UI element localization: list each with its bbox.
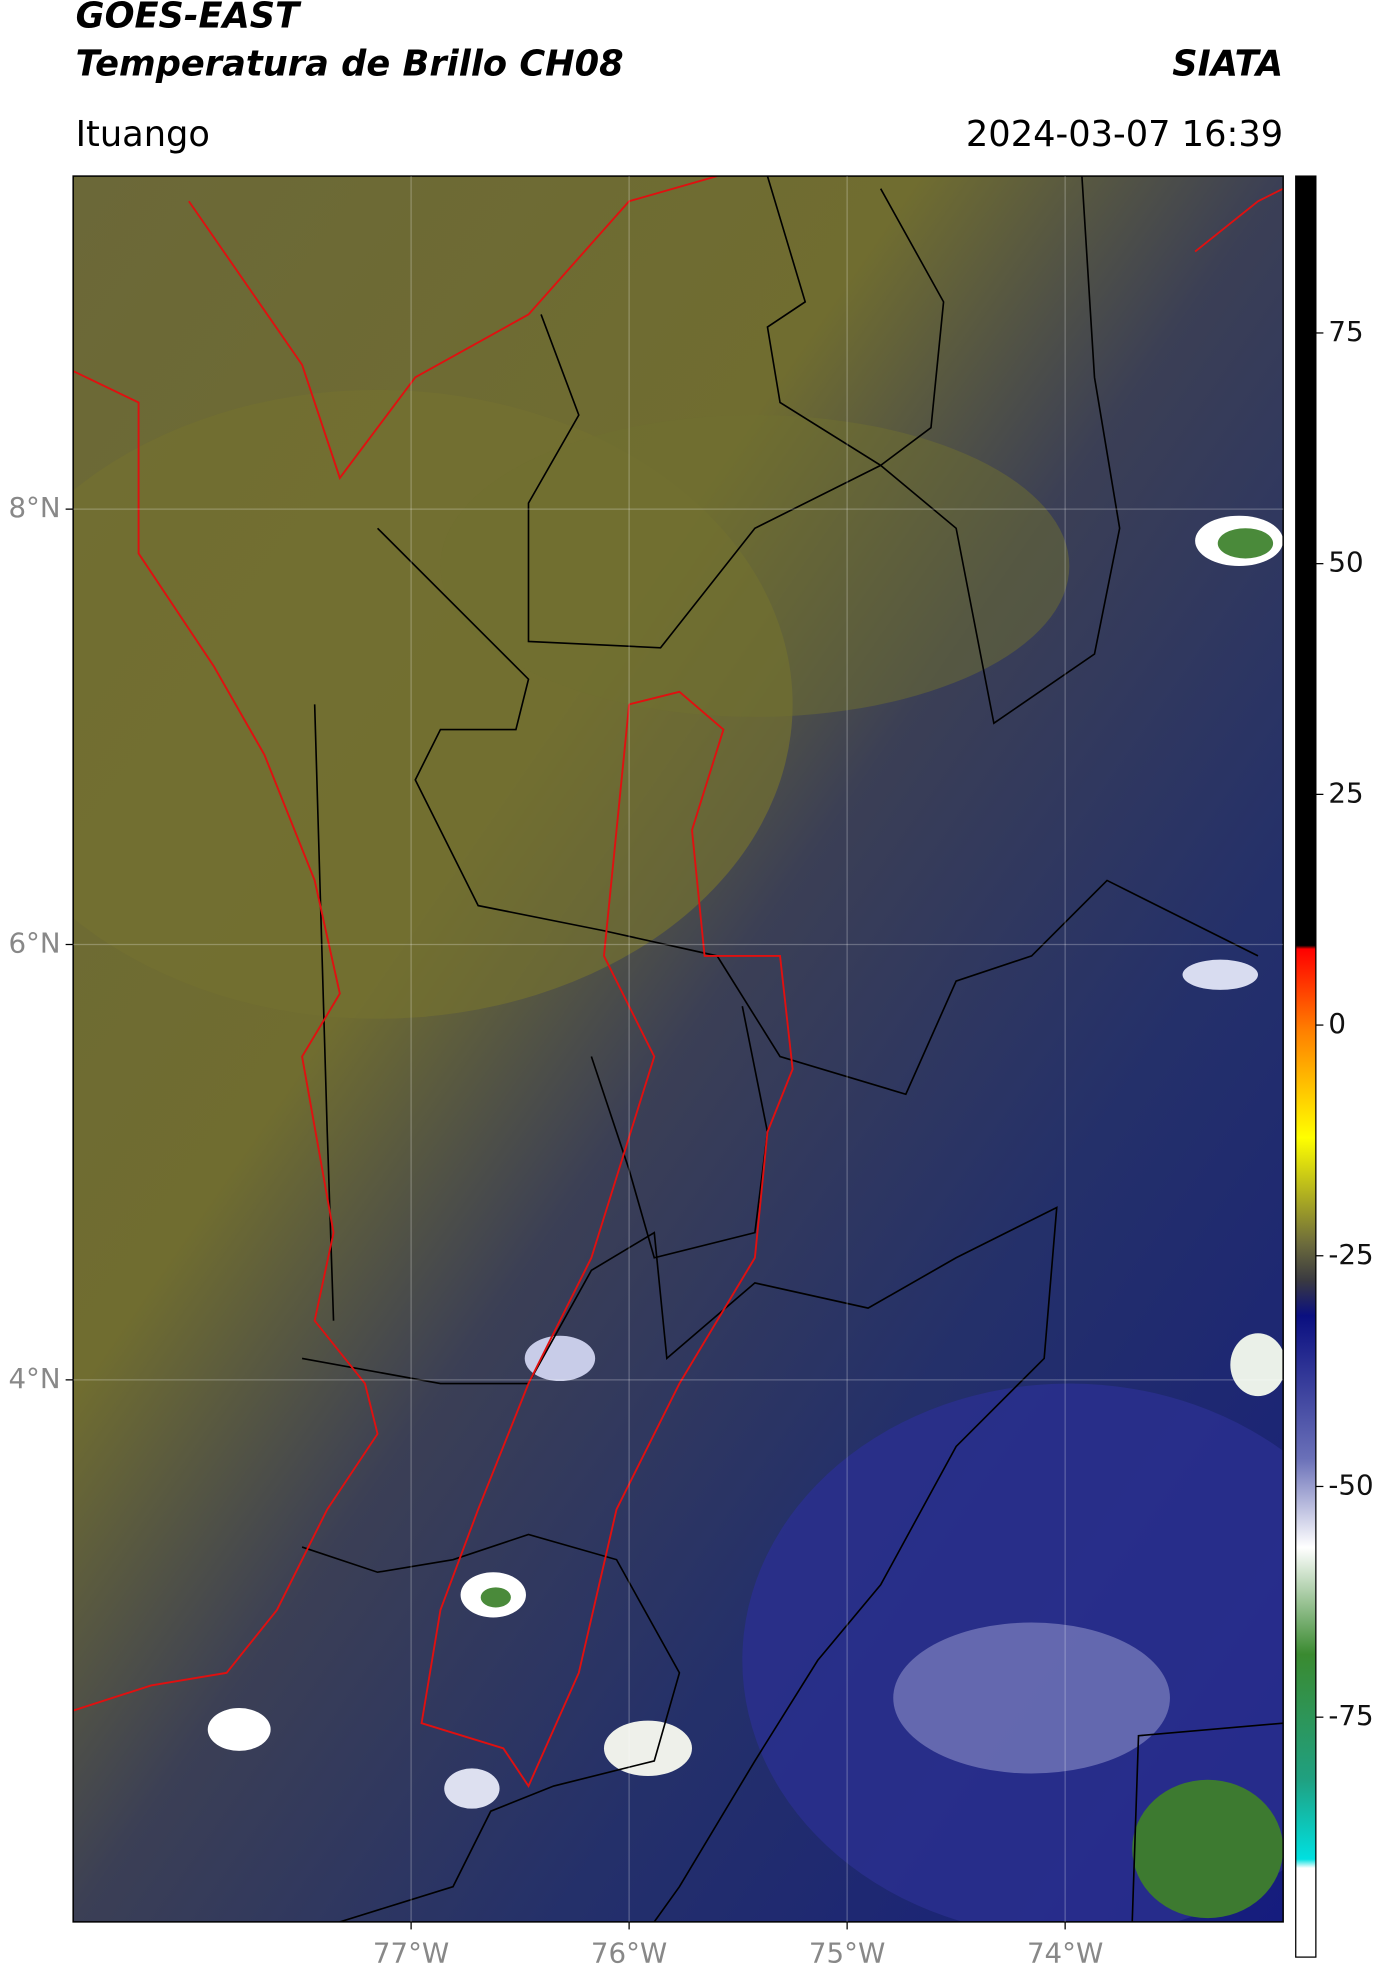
colorbar-tick-label: -25: [1328, 1238, 1373, 1271]
colorbar-tick-label: 50: [1328, 546, 1363, 579]
title: GOES-EAST: [76, 0, 302, 37]
x-tick-label: 74°W: [1027, 1937, 1103, 1970]
timestamp: 2024-03-07 16:39: [966, 114, 1283, 155]
y-tick-label: 8°N: [8, 491, 60, 524]
y-tick-label: 4°N: [8, 1362, 60, 1395]
map-frame: [72, 175, 1284, 1923]
colorbar-tick-label: 25: [1328, 776, 1363, 809]
colorbar-tick-label: 75: [1328, 315, 1363, 348]
colorbar-tick-label: -75: [1328, 1699, 1373, 1732]
region: Ituango: [76, 114, 210, 155]
y-tick-label: 6°N: [8, 927, 60, 960]
colorbar-tick-label: 0: [1328, 1007, 1346, 1040]
subtitle: Temperatura de Brillo CH08: [76, 43, 624, 84]
map-image: [73, 176, 1284, 1922]
source: SIATA: [1172, 43, 1283, 84]
x-tick-label: 77°W: [373, 1937, 449, 1970]
colorbar-tick-label: -50: [1328, 1468, 1373, 1501]
x-tick-label: 75°W: [809, 1937, 885, 1970]
colorbar: [1295, 175, 1317, 1958]
x-tick-label: 76°W: [591, 1937, 667, 1970]
